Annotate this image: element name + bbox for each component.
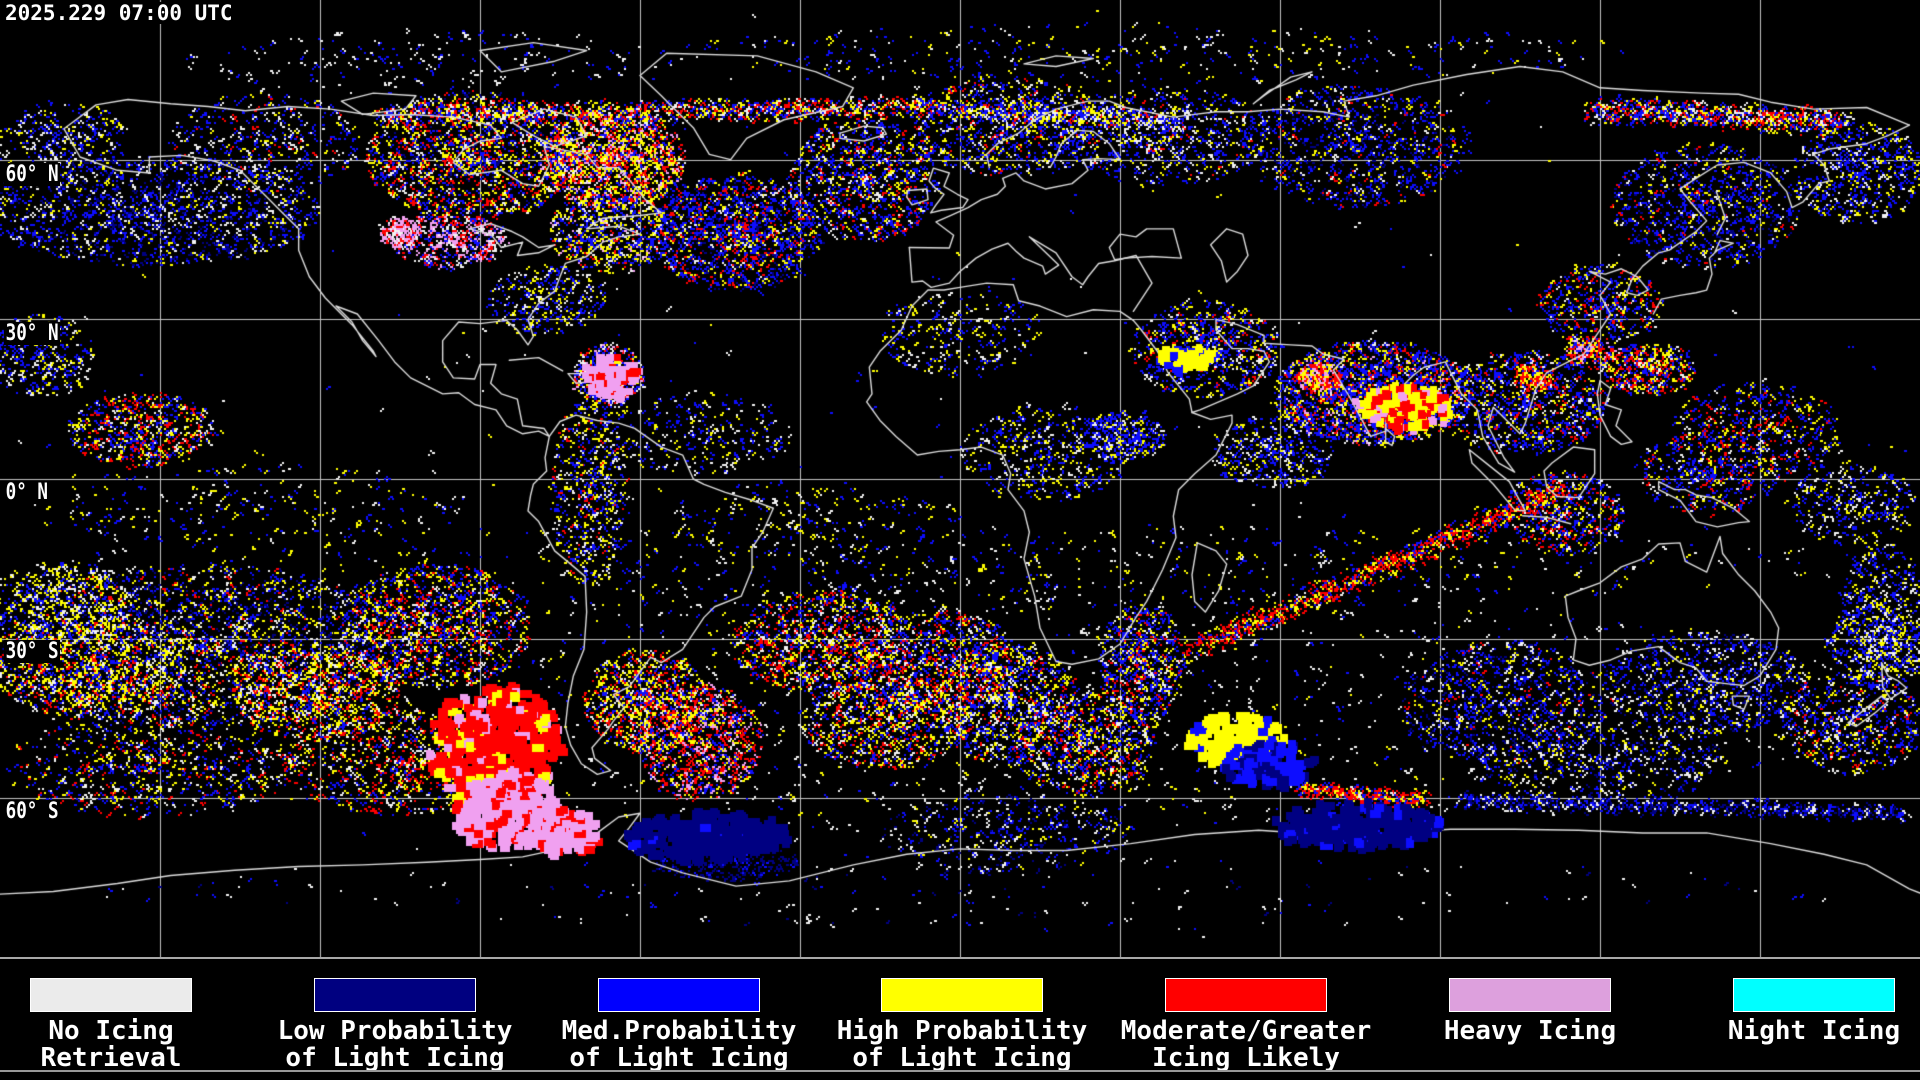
bottom-border-line — [0, 1070, 1920, 1072]
legend-item-heavy-icing: Heavy Icing — [1388, 978, 1672, 1045]
legend-label: No Icing Retrieval — [40, 1016, 182, 1073]
legend-item-med-prob-light: Med.Probability of Light Icing — [537, 978, 821, 1072]
legend-swatch-moderate-greater — [1165, 978, 1327, 1012]
legend-swatch-no-icing-retrieval — [30, 978, 192, 1012]
legend-swatch-heavy-icing — [1449, 978, 1611, 1012]
legend-item-high-prob-light: High Probability of Light Icing — [820, 978, 1104, 1072]
latitude-label: 30° N — [4, 321, 61, 346]
legend-label: Heavy Icing — [1443, 1016, 1617, 1046]
legend-item-low-prob-light: Low Probability of Light Icing — [253, 978, 537, 1072]
legend-label: Night Icing — [1727, 1016, 1901, 1046]
latitude-label: 30° S — [4, 639, 61, 664]
legend-swatch-night-icing — [1733, 978, 1895, 1012]
legend-item-no-icing-retrieval: No Icing Retrieval — [0, 978, 253, 1072]
legend-swatch-med-prob-light — [598, 978, 760, 1012]
legend-swatch-high-prob-light — [881, 978, 1043, 1012]
latitude-label: 60° N — [4, 162, 61, 187]
world-icing-map-canvas — [0, 0, 1920, 958]
latitude-label: 60° S — [4, 799, 61, 824]
legend-swatch-low-prob-light — [314, 978, 476, 1012]
legend-bar: No Icing Retrieval Low Probability of Ligh… — [0, 960, 1920, 1072]
legend-label: Med.Probability of Light Icing — [561, 1016, 797, 1073]
latitude-label: 0° N — [4, 480, 50, 505]
legend-label: Moderate/Greater Icing Likely — [1120, 1016, 1372, 1073]
legend-label: High Probability of Light Icing — [836, 1016, 1088, 1073]
map-legend-divider — [0, 957, 1920, 959]
legend-item-moderate-greater: Moderate/Greater Icing Likely — [1104, 978, 1388, 1072]
legend-item-night-icing: Night Icing — [1672, 978, 1920, 1045]
legend-label: Low Probability of Light Icing — [277, 1016, 513, 1073]
timestamp-label: 2025.229 07:00 UTC — [3, 1, 235, 25]
